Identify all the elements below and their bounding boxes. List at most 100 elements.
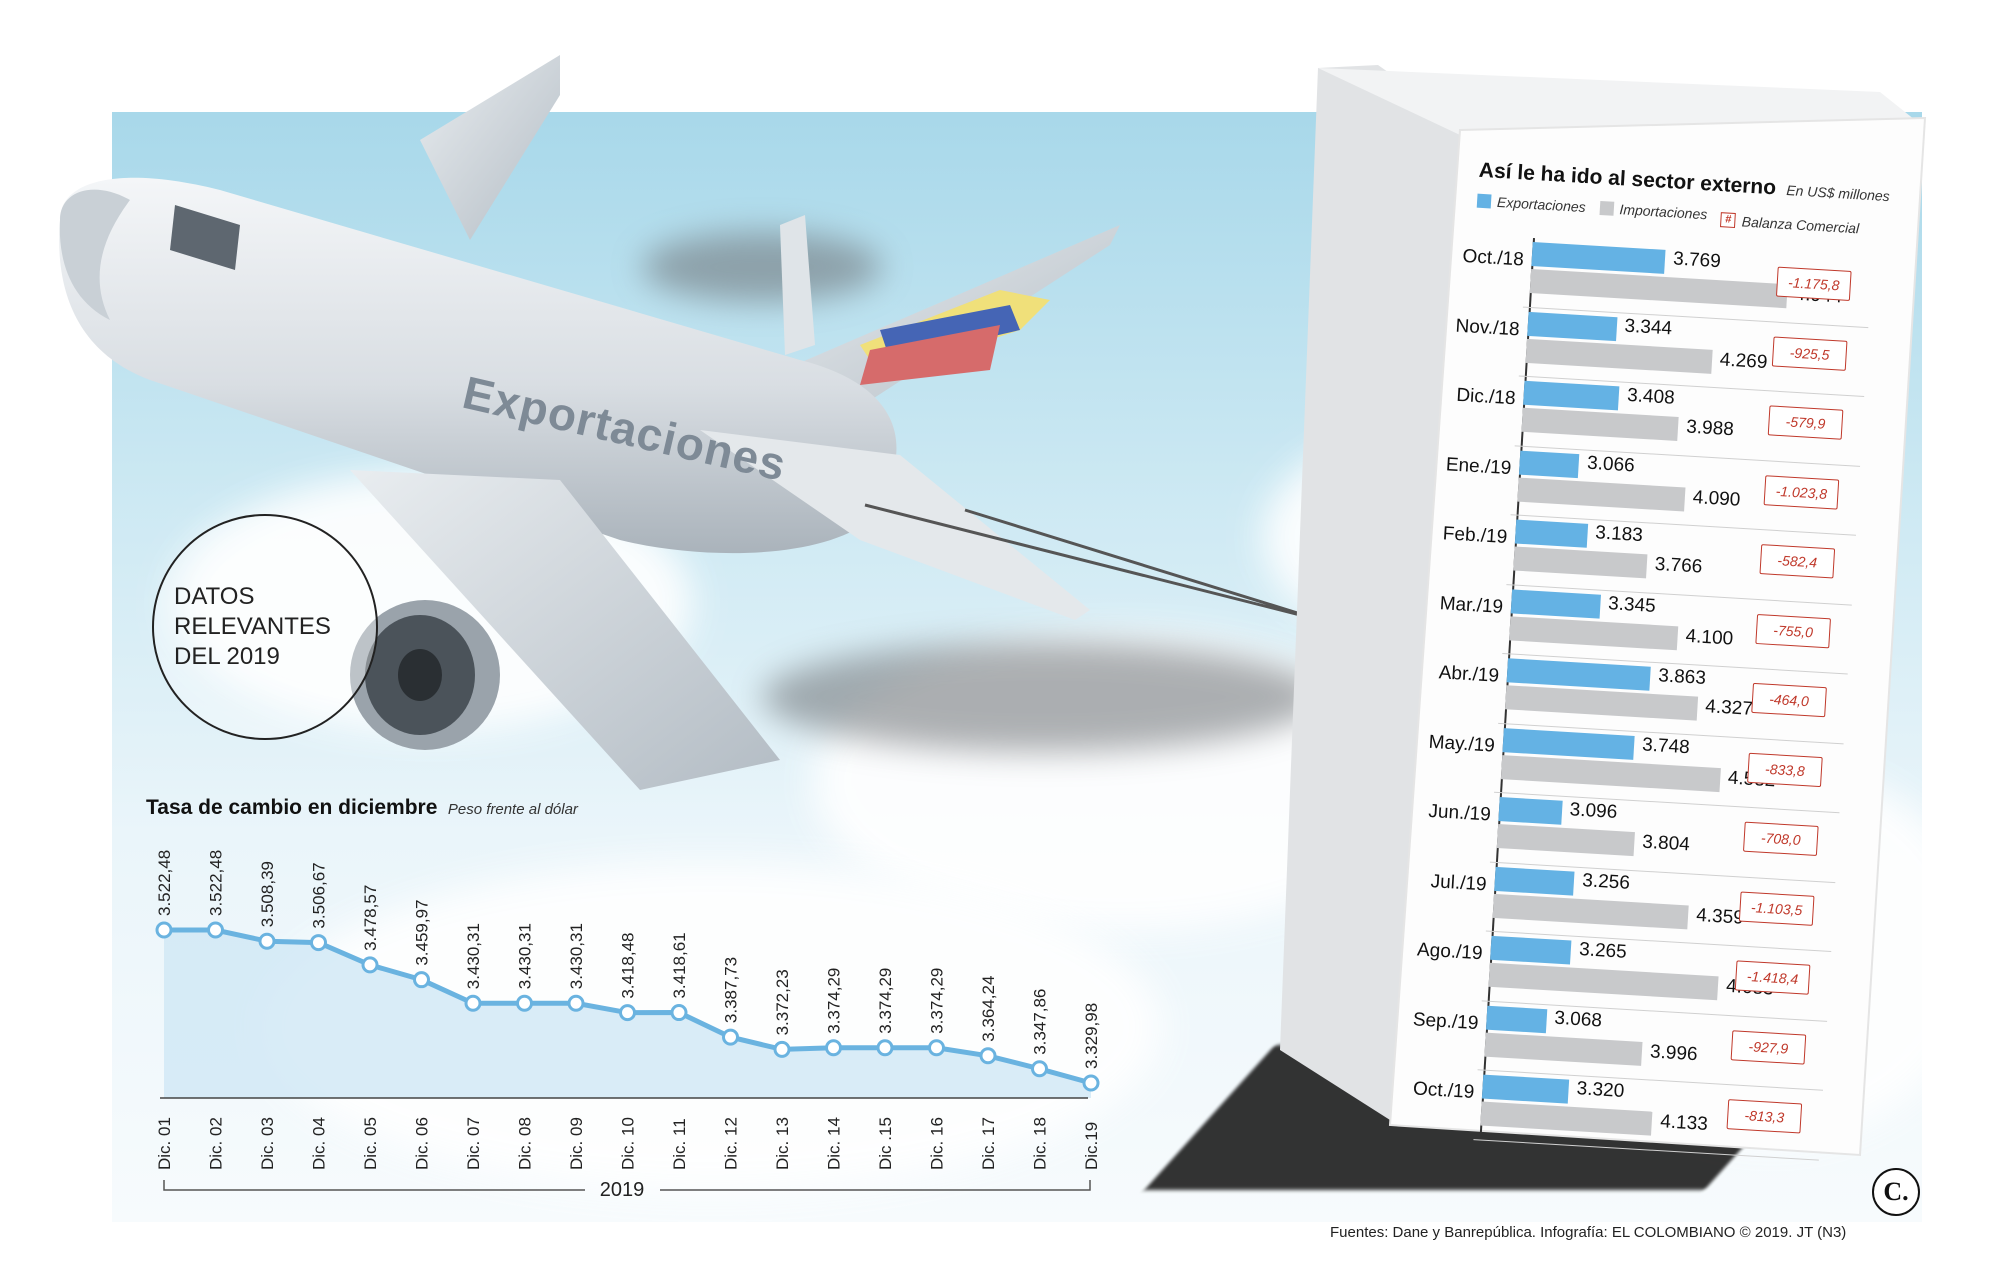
exports-value: 3.096 — [1569, 799, 1618, 824]
exports-value: 3.066 — [1586, 452, 1636, 476]
rate-x-label: Dic. 10 — [619, 1117, 638, 1170]
imports-value: 4.133 — [1659, 1111, 1709, 1135]
legend-balance: # Balanza Comercial — [1720, 212, 1860, 236]
rate-point — [825, 1039, 842, 1057]
balance-badge: -813,3 — [1726, 1099, 1803, 1134]
exports-value: 3.265 — [1578, 939, 1628, 963]
imports-value: 4.327 — [1704, 696, 1754, 720]
month-label: Jul./19 — [1430, 870, 1488, 895]
imports-bar — [1488, 962, 1719, 1001]
rate-point — [516, 994, 533, 1012]
legend-swatch — [1476, 193, 1492, 209]
imports-bar — [1480, 1101, 1653, 1136]
imports-bar — [1496, 824, 1635, 857]
rate-x-label: Dic.19 — [1082, 1122, 1101, 1170]
legend-swatch — [1599, 200, 1614, 216]
cockpit-window — [170, 205, 240, 270]
exports-bar — [1510, 588, 1601, 619]
balance-badge: -708,0 — [1742, 821, 1819, 856]
rate-point — [928, 1039, 945, 1057]
balance-badge: -579,9 — [1767, 405, 1844, 440]
external-sector-panel: Así le ha ido al sector externo En US$ m… — [1342, 150, 1919, 1161]
rate-value-label: 3.364,24 — [979, 976, 998, 1042]
rate-value-label: 3.430,31 — [464, 923, 483, 989]
engine — [350, 600, 500, 750]
legend-exports: Exportaciones — [1476, 193, 1586, 215]
rate-point — [567, 994, 585, 1012]
rate-x-label: Dic. 18 — [1031, 1117, 1050, 1170]
balance-badge: -755,0 — [1755, 613, 1832, 648]
rate-value-label: 3.418,48 — [619, 932, 638, 998]
exports-bar — [1486, 1005, 1547, 1033]
chart-unit: En US$ millones — [1785, 181, 1891, 205]
left-wing — [350, 470, 780, 790]
rate-point — [722, 1028, 739, 1046]
rate-x-label: Dic. 16 — [928, 1117, 947, 1170]
rate-x-label: Dic. 04 — [310, 1117, 329, 1170]
newspaper-logo: C. — [1872, 1168, 1920, 1216]
balance-badge: -1.023,8 — [1763, 474, 1840, 510]
badge-line: RELEVANTES — [174, 613, 331, 640]
exports-bar — [1518, 450, 1580, 478]
exports-bar — [1531, 242, 1666, 274]
rate-point — [310, 934, 327, 952]
rate-x-label: Dic. 11 — [670, 1118, 689, 1170]
balance-badge: -464,0 — [1751, 682, 1827, 718]
imports-value: 3.996 — [1649, 1040, 1699, 1065]
balance-badge: -1.418,4 — [1734, 960, 1811, 995]
rate-x-label: Dic. 02 — [207, 1117, 226, 1170]
rate-point — [207, 921, 224, 939]
balance-badge: -582,4 — [1759, 544, 1836, 579]
month-label: Abr./19 — [1438, 662, 1500, 687]
imports-bar — [1484, 1032, 1643, 1066]
smoke-trail — [762, 642, 1322, 752]
legend-swatch: # — [1720, 212, 1737, 229]
imports-value: 4.269 — [1719, 348, 1768, 373]
month-label: Ene./19 — [1445, 453, 1512, 479]
imports-bar — [1505, 685, 1698, 721]
legend-imports: Importaciones — [1599, 200, 1708, 222]
exchange-rate-title: Tasa de cambio en diciembre Peso frente … — [146, 796, 578, 820]
rate-x-label: Dic. 06 — [413, 1117, 432, 1170]
exports-value: 3.183 — [1594, 522, 1644, 547]
exports-bar — [1523, 380, 1620, 411]
chart-subtitle: Peso frente al dólar — [447, 801, 578, 818]
left-stabilizer — [700, 430, 1090, 620]
imports-bar — [1492, 893, 1689, 929]
tail-fin — [780, 215, 815, 355]
imports-bar — [1513, 546, 1648, 579]
nose-cone — [59, 189, 131, 320]
rate-x-label: Dic. 03 — [258, 1117, 277, 1170]
box-top — [1318, 68, 1925, 135]
exports-bar — [1514, 519, 1588, 548]
exports-bar — [1490, 935, 1572, 965]
rate-value-label: 3.430,31 — [516, 923, 535, 989]
month-label: Nov./18 — [1454, 315, 1521, 340]
source-credit: Fuentes: Dane y Banrepública. Infografía… — [1330, 1224, 1847, 1241]
tow-rope — [864, 503, 1321, 622]
exports-value: 3.345 — [1607, 592, 1657, 617]
imports-value: 3.988 — [1685, 416, 1735, 441]
rate-x-label: Dic. 14 — [825, 1117, 844, 1170]
rate-x-label: Dic. 05 — [361, 1117, 380, 1170]
rate-value-label: 3.374,29 — [876, 968, 895, 1034]
flag-red — [860, 325, 1000, 385]
rate-x-label: Dic. 12 — [722, 1117, 741, 1170]
rate-x-label: Dic. 08 — [516, 1117, 535, 1170]
box-side — [1280, 65, 1470, 1120]
imports-value: 4.100 — [1685, 625, 1734, 650]
imports-value: 3.766 — [1654, 553, 1703, 578]
month-label: May./19 — [1428, 731, 1496, 757]
exports-value: 3.863 — [1657, 665, 1707, 690]
rate-value-label: 3.522,48 — [207, 850, 226, 916]
badge-line: DEL 2019 — [174, 643, 280, 670]
rate-point — [876, 1039, 894, 1057]
imports-value: 3.804 — [1641, 831, 1691, 856]
rate-point — [773, 1040, 791, 1058]
exports-value: 3.408 — [1626, 384, 1676, 409]
balance-badge: -925,5 — [1771, 335, 1848, 371]
year-bracket: 2019 — [163, 1179, 1091, 1201]
rate-value-label: 3.329,98 — [1082, 1003, 1101, 1069]
imports-value: 4.359 — [1695, 904, 1745, 929]
